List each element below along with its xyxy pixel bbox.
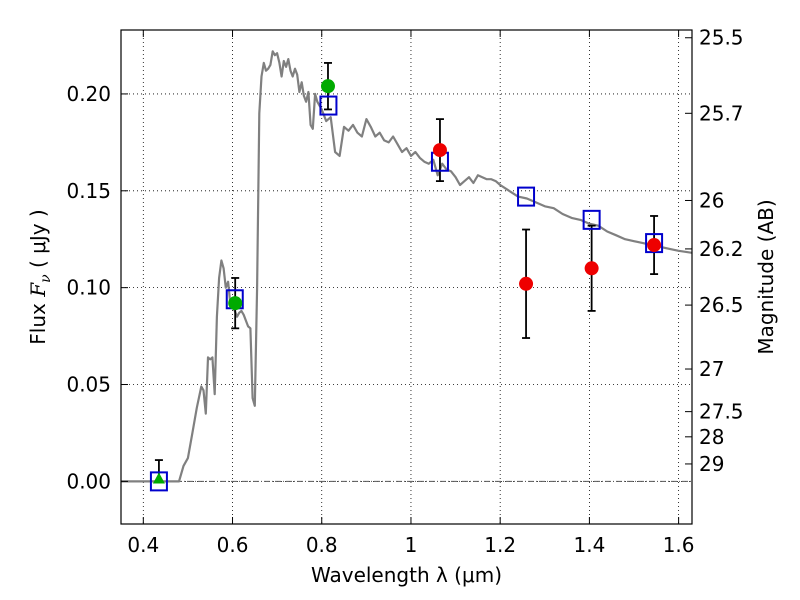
y-tick-label: 0.00 <box>66 469 111 493</box>
y-axis-label-subscript: ν <box>38 274 54 283</box>
y-tick-label: 0.05 <box>66 373 111 397</box>
tick-layer: 0.4 0.6 0.8 1 1.2 1.4 1.6 0.00 0.05 0.10 0.15 0.20 2… <box>66 26 743 557</box>
x-tick-label: 1.6 <box>663 533 695 557</box>
red-circle-marker <box>519 276 534 291</box>
x-tick-label: 0.6 <box>217 533 249 557</box>
x-tick-label: 0.4 <box>127 533 159 557</box>
x-tick-label: 1.2 <box>484 533 516 557</box>
x-tick-label: 1 <box>405 533 418 557</box>
y2-axis-label: Magnitude (AB) <box>754 199 778 354</box>
y-tick-label: 0.10 <box>66 276 111 300</box>
triangle-marker <box>152 472 165 484</box>
x-tick-label: 1.4 <box>573 533 605 557</box>
y2-tick-label: 28 <box>699 425 724 449</box>
grid-layer <box>121 30 692 524</box>
green-circle-marker <box>320 79 335 94</box>
model-square-marker <box>319 95 338 116</box>
x-tick-label: 0.8 <box>306 533 338 557</box>
y-axis-label-prefix: Flux <box>26 297 50 345</box>
red-circle-marker <box>584 261 599 276</box>
y2-tick-label: 29 <box>699 452 724 476</box>
y2-tick-label: 27.5 <box>699 400 744 424</box>
model-square-marker <box>582 209 601 230</box>
axes-frame <box>120 29 693 525</box>
model-square-marker <box>645 233 664 254</box>
model-square-marker <box>149 471 168 492</box>
y2-tick-label: 26 <box>699 188 724 212</box>
plot-data <box>121 50 692 492</box>
green-circle-marker <box>228 296 243 311</box>
y2-tick-label: 27 <box>699 357 724 381</box>
y-axis-label: Flux Fν ( μJy ) <box>26 209 54 344</box>
error-bars <box>154 62 659 480</box>
y2-tick-label: 25.5 <box>699 26 744 50</box>
y-tick-label: 0.15 <box>66 179 111 203</box>
y2-tick-label: 25.7 <box>699 101 744 125</box>
y-tick-label: 0.20 <box>66 82 111 106</box>
y2-tick-label: 26.5 <box>699 293 744 317</box>
red-circle-marker <box>432 143 447 158</box>
y2-tick-label: 26.2 <box>699 237 744 261</box>
red-circle-marker <box>647 238 662 253</box>
model-square-marker <box>517 186 536 207</box>
sed-line <box>121 50 692 483</box>
x-axis-label: Wavelength λ (μm) <box>311 563 502 587</box>
y-axis-label-suffix: ( μJy ) <box>26 209 50 274</box>
y-axis-label-symbol: F <box>26 282 50 298</box>
